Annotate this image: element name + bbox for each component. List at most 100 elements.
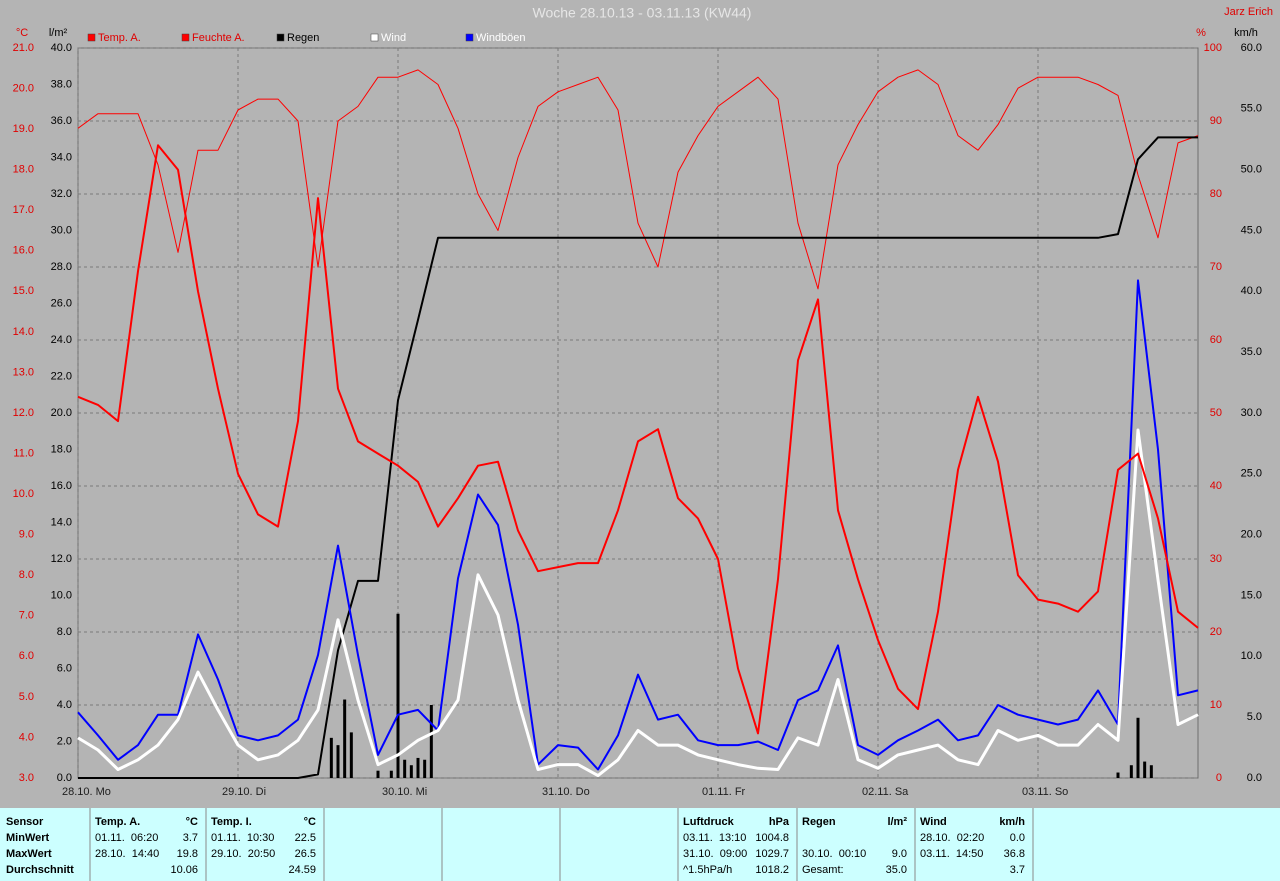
y-tick-label: 11.0 (13, 447, 34, 459)
legend-label: Wind (381, 32, 406, 44)
axis-title: % (1196, 27, 1206, 39)
y-tick-label: 25.0 (1241, 468, 1262, 480)
row-label: MaxWert (6, 848, 52, 860)
column-unit: hPa (769, 816, 790, 828)
rain-bar (396, 613, 400, 778)
y-tick-label: 45.0 (1241, 224, 1262, 236)
rain-bar (1149, 765, 1153, 778)
y-tick-label: 10.0 (13, 488, 34, 500)
row-label: Sensor (6, 816, 44, 828)
axis-title: l/m² (49, 27, 68, 39)
y-tick-label: 16.0 (13, 245, 34, 257)
y-tick-label: 34.0 (51, 151, 72, 163)
legend-swatch (181, 33, 190, 42)
y-tick-label: 32.0 (51, 188, 72, 200)
rain-bar (1129, 765, 1133, 778)
y-tick-label: 5.0 (1247, 711, 1262, 723)
cell-text: ^1.5hPa/h (683, 864, 732, 876)
series-line (77, 428, 1199, 778)
y-tick-label: 20 (1210, 626, 1222, 638)
rain-bar (349, 732, 353, 778)
author: Jarz Erich (1224, 6, 1273, 18)
legend-swatch (87, 33, 96, 42)
cell-text: 03.11. 14:50 (920, 848, 983, 860)
y-tick-label: 15.0 (1241, 589, 1262, 601)
y-tick-label: 9.0 (19, 529, 34, 541)
y-tick-label: 0.0 (1247, 772, 1262, 784)
cell-value: 26.5 (295, 848, 316, 860)
y-tick-label: 6.0 (19, 650, 34, 662)
column-unit: km/h (999, 816, 1025, 828)
legend-label: Feuchte A. (192, 32, 245, 44)
legend-swatch (370, 33, 379, 42)
cell-value: 1018.2 (755, 864, 789, 876)
series-line (77, 69, 1199, 290)
rain-bar (376, 770, 380, 778)
y-tick-label: 40.0 (1241, 285, 1262, 297)
y-tick-label: 2.0 (57, 735, 72, 747)
stats-table-background (0, 808, 1280, 881)
rain-bar (389, 770, 393, 778)
y-tick-label: 50 (1210, 407, 1222, 419)
cell-value: 10.06 (170, 864, 198, 876)
y-tick-label: 22.0 (51, 370, 72, 382)
y-tick-label: 8.0 (19, 569, 34, 581)
cell-text: 03.11. 13:10 (683, 832, 746, 844)
column-header: Temp. A. (95, 816, 140, 828)
y-tick-label: 60 (1210, 334, 1222, 346)
cell-value: 9.0 (892, 848, 907, 860)
cell-value: 1004.8 (755, 832, 789, 844)
y-tick-label: 50.0 (1241, 164, 1262, 176)
rain-bar (403, 759, 407, 778)
y-tick-label: 18.0 (13, 164, 34, 176)
y-tick-label: 100 (1204, 42, 1222, 54)
y-tick-label: 28.0 (51, 261, 72, 273)
rain-bar (429, 705, 433, 778)
x-tick-label: 01.11. Fr (702, 786, 746, 798)
y-tick-label: 16.0 (51, 480, 72, 492)
column-header: Regen (802, 816, 836, 828)
y-tick-label: 10.0 (51, 589, 72, 601)
series-line (77, 279, 1199, 771)
y-tick-label: 60.0 (1241, 42, 1262, 54)
y-tick-label: 20.0 (51, 407, 72, 419)
y-tick-label: 7.0 (19, 610, 34, 622)
chart-title: Woche 28.10.13 - 03.11.13 (KW44) (533, 5, 752, 21)
rain-bar (343, 699, 347, 778)
legend-label: Regen (287, 32, 319, 44)
cell-value: 1029.7 (755, 848, 789, 860)
y-tick-label: 19.0 (13, 123, 34, 135)
y-tick-label: 5.0 (19, 691, 34, 703)
legend-swatch (276, 33, 285, 42)
cell-value: 3.7 (183, 832, 198, 844)
x-tick-label: 03.11. So (1022, 786, 1068, 798)
y-tick-label: 17.0 (13, 204, 34, 216)
cell-text: 01.11. 06:20 (95, 832, 158, 844)
y-tick-label: 20.0 (13, 82, 34, 94)
cell-text: 31.10. 09:00 (683, 848, 747, 860)
y-tick-label: 15.0 (13, 285, 34, 297)
y-tick-label: 14.0 (13, 326, 34, 338)
y-tick-label: 14.0 (51, 516, 72, 528)
legend-label: Windböen (476, 32, 526, 44)
y-tick-label: 36.0 (51, 115, 72, 127)
column-unit: l/m² (887, 816, 907, 828)
y-tick-label: 55.0 (1241, 103, 1262, 115)
y-tick-label: 4.0 (57, 699, 72, 711)
y-tick-label: 20.0 (1241, 529, 1262, 541)
y-tick-label: 30 (1210, 553, 1222, 565)
x-tick-label: 02.11. Sa (862, 786, 909, 798)
y-tick-label: 80 (1210, 188, 1222, 200)
column-unit: °C (186, 816, 198, 828)
cell-text: 29.10. 20:50 (211, 848, 275, 860)
column-header: Wind (920, 816, 947, 828)
y-tick-label: 30.0 (1241, 407, 1262, 419)
cell-value: 3.7 (1010, 864, 1025, 876)
y-tick-label: 24.0 (51, 334, 72, 346)
x-tick-label: 28.10. Mo (62, 786, 111, 798)
rain-bar (423, 759, 427, 778)
cell-value: 24.59 (288, 864, 316, 876)
y-tick-label: 0.0 (57, 772, 72, 784)
